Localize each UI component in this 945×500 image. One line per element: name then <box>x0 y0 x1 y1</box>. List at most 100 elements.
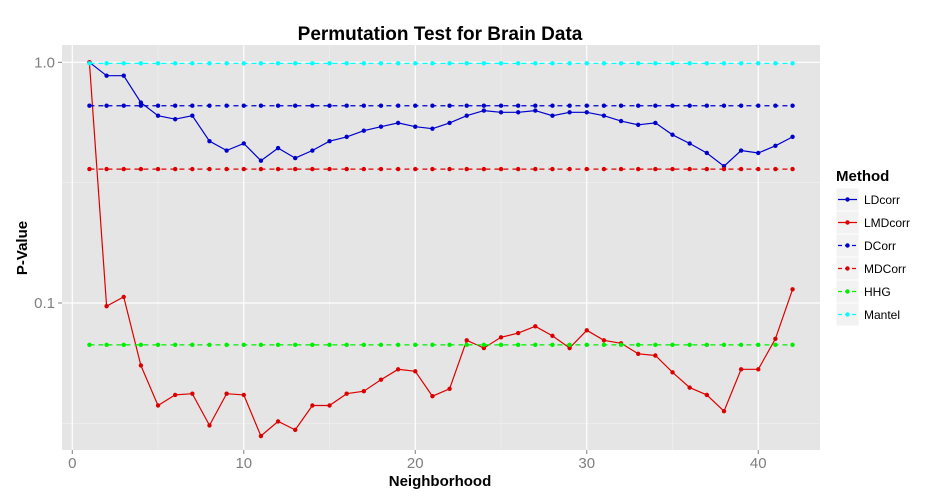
lmdcorr-point <box>533 324 538 329</box>
legend-item-hhg: HHG <box>835 279 891 304</box>
ldcorr-point <box>224 148 229 153</box>
mdcorr-point <box>721 166 727 172</box>
lmdcorr-point <box>498 335 504 340</box>
ldcorr-point <box>155 113 161 118</box>
mantel-point <box>155 61 161 66</box>
mdcorr-point <box>498 166 504 172</box>
hhg-point <box>241 342 246 348</box>
chart-title: Permutation Test for Brain Data <box>298 24 583 45</box>
dcorr-point <box>618 103 624 108</box>
mdcorr-point <box>258 166 264 172</box>
mdcorr-point <box>550 166 555 172</box>
hhg-point <box>481 342 487 348</box>
lmdcorr-point <box>395 367 401 372</box>
mdcorr-point <box>447 166 452 172</box>
dcorr-point <box>121 103 126 108</box>
mantel-point <box>790 61 795 66</box>
lmdcorr-point <box>378 377 384 382</box>
legend-label: DCorr <box>864 239 896 253</box>
mantel-point <box>756 61 761 66</box>
lmdcorr-point <box>687 385 692 390</box>
ldcorr-point <box>515 110 521 115</box>
mantel-point <box>275 61 281 66</box>
lmdcorr-point <box>430 393 435 399</box>
dcorr-point <box>653 103 658 108</box>
mdcorr-point <box>138 166 144 172</box>
mantel-point <box>344 61 349 66</box>
hhg-point <box>275 342 281 348</box>
series-dcorr <box>87 103 795 108</box>
mantel-point <box>584 61 589 66</box>
hhg-point <box>293 342 298 348</box>
mantel-point <box>498 61 504 66</box>
hhg-point <box>172 342 178 348</box>
mantel-point <box>224 61 229 66</box>
hhg-point <box>395 342 401 348</box>
ldcorr-point <box>327 139 332 144</box>
lmdcorr-point <box>258 433 264 439</box>
mdcorr-point <box>756 166 761 172</box>
hhg-point <box>121 342 126 348</box>
lmdcorr-point <box>670 370 675 375</box>
legend-label: Mantel <box>864 308 900 322</box>
mdcorr-point <box>327 166 332 172</box>
lmdcorr-point <box>155 403 161 408</box>
mdcorr-point <box>515 166 521 172</box>
lmdcorr-point <box>464 338 469 343</box>
hhg-point <box>567 342 572 348</box>
mantel-point <box>447 61 452 66</box>
hhg-point <box>104 342 109 348</box>
ldcorr-point <box>584 110 589 115</box>
ldcorr-point <box>550 113 555 118</box>
hhg-point <box>224 342 229 348</box>
dcorr-point <box>447 103 452 108</box>
lmdcorr-point <box>584 328 589 333</box>
ldcorr-point <box>430 126 435 131</box>
legend-point <box>845 312 850 317</box>
ldcorr-point <box>190 113 195 118</box>
mantel-point <box>481 61 487 66</box>
ldcorr-point <box>756 150 761 156</box>
legend-label: HHG <box>864 285 891 299</box>
lmdcorr-point <box>207 423 212 428</box>
mantel-point <box>704 61 710 66</box>
mdcorr-point <box>155 166 161 172</box>
mantel-point <box>721 61 727 66</box>
lmdcorr-point <box>790 287 795 292</box>
hhg-point <box>533 342 538 348</box>
mantel-point <box>361 61 367 66</box>
lmdcorr-point <box>447 386 452 391</box>
mantel-point <box>618 61 624 66</box>
mdcorr-point <box>481 166 487 172</box>
ldcorr-line <box>89 61 793 167</box>
ldcorr-point <box>310 148 315 153</box>
mantel-point <box>87 61 92 66</box>
ldcorr-point <box>378 124 384 129</box>
mantel-point <box>636 61 641 66</box>
dcorr-point <box>704 103 710 108</box>
mdcorr-point <box>790 166 795 172</box>
lmdcorr-point <box>190 391 195 396</box>
hhg-point <box>773 342 778 348</box>
mdcorr-point <box>121 166 126 172</box>
dcorr-point <box>327 103 332 108</box>
hhg-point <box>584 342 589 348</box>
mdcorr-point <box>413 166 418 172</box>
dcorr-point <box>378 103 384 108</box>
mantel-point <box>293 61 298 66</box>
ldcorr-point <box>121 73 126 78</box>
dcorr-point <box>258 103 264 108</box>
mantel-point <box>738 61 744 66</box>
lmdcorr-point <box>121 294 126 300</box>
dcorr-point <box>138 103 144 108</box>
lmdcorr-point <box>275 419 281 424</box>
legend-item-lmdcorr: LMDcorr <box>835 210 910 235</box>
lmdcorr-point <box>481 345 487 351</box>
ldcorr-point <box>790 134 795 140</box>
x-tick-label: 10 <box>235 455 252 472</box>
ldcorr-point <box>293 155 298 161</box>
ldcorr-point <box>481 108 487 113</box>
y-axis-title: P-Value <box>14 221 31 275</box>
ldcorr-point <box>464 113 469 118</box>
mdcorr-point <box>601 166 607 172</box>
